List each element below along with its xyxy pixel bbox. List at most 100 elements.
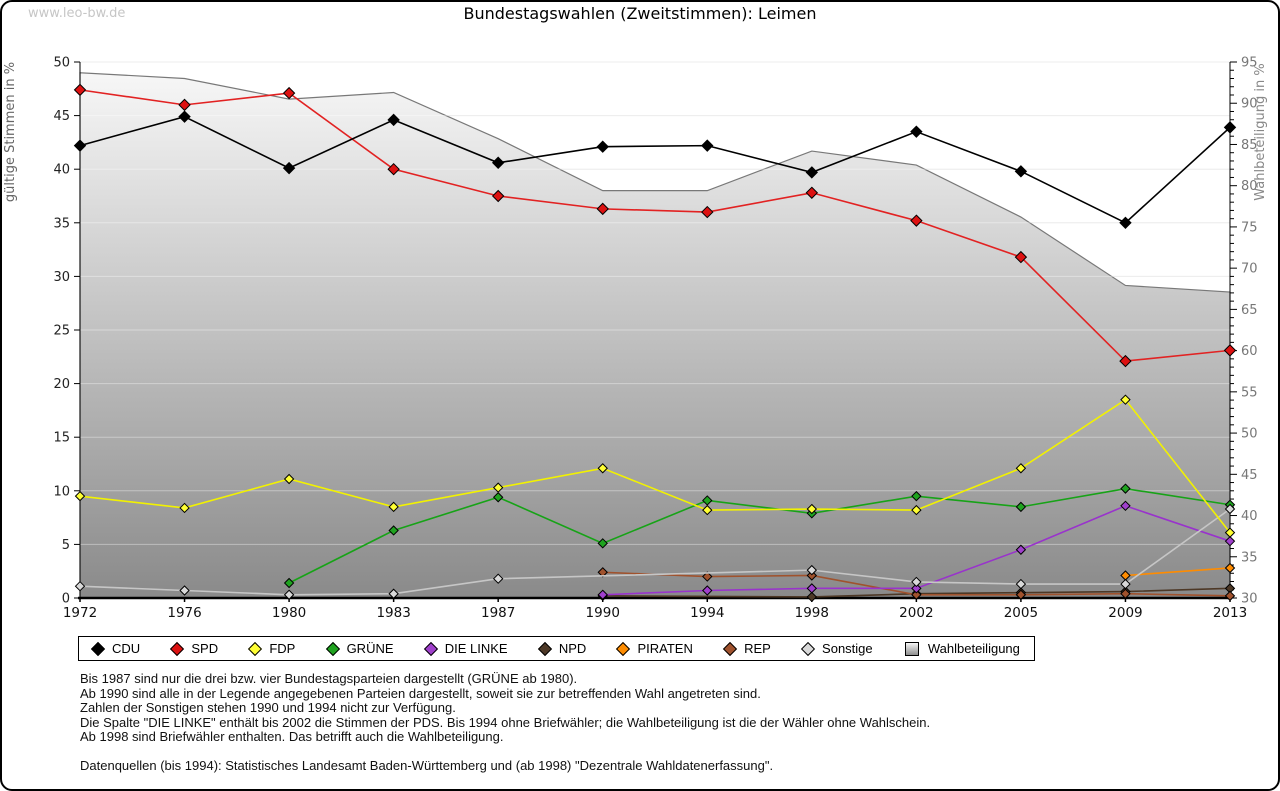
data-point-marker [911, 589, 922, 600]
data-point-marker [492, 492, 504, 503]
data-point-marker [1224, 503, 1236, 515]
legend-item-npd: NPD [537, 641, 586, 656]
svg-text:70: 70 [1241, 262, 1258, 277]
svg-text:1998: 1998 [795, 605, 829, 621]
footnote-line: Zahlen der Sonstigen stehen 1990 und 199… [80, 700, 456, 715]
svg-text:80: 80 [1241, 179, 1258, 194]
data-point-marker [1119, 354, 1132, 368]
data-point-marker [282, 86, 296, 100]
series-swatch [325, 641, 340, 656]
leo-bw-watermark: www.leo-bw.de [28, 6, 126, 21]
series-line-piraten [1120, 562, 1236, 581]
data-point-marker [1120, 588, 1131, 599]
footnote-line: Die Spalte "DIE LINKE" enthält bis 2002 … [80, 714, 931, 730]
footnotes: Bis 1987 sind nur die drei bzw. vier Bun… [80, 671, 931, 774]
axis-labels: 0 5 10 15 20 25 30 35 40 45 50 30 35 40 45 50 55 60 65 70 75… [3, 56, 1268, 622]
data-point-marker [387, 162, 400, 176]
chart-title: Bundestagswahlen (Zweitstimmen): Leimen [463, 4, 817, 23]
data-point-marker [178, 98, 191, 112]
data-point-marker [74, 581, 86, 592]
legend-label: DIE LINKE [444, 641, 508, 656]
legend-item-piraten: PIRATEN [616, 641, 693, 656]
data-point-marker [179, 502, 190, 514]
series-line-fdp [74, 394, 1236, 538]
svg-text:2009: 2009 [1108, 605, 1142, 621]
series-swatch [170, 641, 185, 656]
data-point-marker [1120, 578, 1131, 590]
legend-item-sonstige: Sonstige [800, 641, 873, 656]
data-point-marker [73, 83, 87, 97]
data-point-marker [492, 482, 504, 493]
data-point-marker [806, 503, 818, 515]
data-point-marker [1014, 250, 1028, 264]
svg-text:2005: 2005 [1004, 605, 1038, 621]
legend-item-spd: SPD [170, 641, 218, 656]
data-point-marker [911, 576, 922, 588]
election-line-chart: 0 5 10 15 20 25 30 35 40 45 50 30 35 40 45 50 55 60 65 70 75… [3, 56, 1268, 622]
svg-text:85: 85 [1241, 138, 1258, 153]
data-point-marker [702, 585, 713, 596]
data-point-marker [806, 591, 818, 603]
data-point-marker [1224, 535, 1236, 547]
svg-text:15: 15 [53, 431, 70, 446]
svg-text:2013: 2013 [1213, 605, 1247, 621]
data-point-marker [491, 156, 505, 169]
series-swatch [723, 641, 738, 656]
svg-text:40: 40 [1241, 509, 1258, 524]
series-line-cdu [73, 110, 1237, 230]
turnout-swatch [904, 641, 919, 656]
series-swatch [248, 641, 263, 656]
data-point-marker [701, 205, 714, 219]
svg-text:2002: 2002 [899, 605, 933, 621]
data-point-marker [1120, 483, 1131, 494]
legend-item-rep: REP [723, 641, 771, 656]
data-point-marker [806, 583, 818, 594]
data-point-marker [911, 490, 922, 502]
data-point-marker [597, 567, 608, 578]
data-point-marker [596, 202, 609, 216]
data-point-marker [1120, 394, 1131, 405]
data-point-marker [1120, 500, 1131, 512]
data-point-marker [74, 490, 86, 502]
svg-text:10: 10 [53, 484, 70, 499]
footnote-line: Ab 1998 sind Briefwähler enthalten. Das … [80, 729, 504, 744]
svg-text:45: 45 [53, 109, 70, 124]
svg-text:35: 35 [53, 216, 70, 231]
data-point-marker [806, 564, 818, 576]
svg-text:20: 20 [53, 377, 70, 392]
data-point-marker [1119, 216, 1132, 230]
data-point-marker [1223, 344, 1237, 357]
data-point-marker [805, 186, 819, 199]
svg-text:30: 30 [1241, 592, 1258, 607]
data-point-marker [806, 570, 818, 581]
legend-label: REP [744, 641, 771, 656]
series-line-spd [73, 83, 1237, 368]
svg-text:1980: 1980 [272, 605, 306, 621]
svg-text:25: 25 [53, 324, 70, 339]
data-point-marker [597, 538, 608, 549]
legend-label: GRÜNE [346, 641, 394, 656]
svg-text:75: 75 [1241, 220, 1258, 235]
data-point-marker [283, 589, 295, 600]
left-axis-label: gültige Stimmen in % [3, 62, 18, 202]
svg-text:0: 0 [62, 592, 70, 607]
series-line-sonstige [74, 503, 1236, 600]
gridlines-overlay [80, 61, 1230, 545]
data-point-marker [388, 501, 399, 513]
svg-text:65: 65 [1241, 303, 1258, 318]
data-point-marker [911, 504, 922, 516]
data-point-marker [491, 189, 505, 203]
footnote-line: Bis 1987 sind nur die drei bzw. vier Bun… [80, 671, 578, 686]
svg-text:50: 50 [1241, 427, 1258, 442]
series-swatch [800, 641, 816, 656]
data-source-line: Datenquellen (bis 1994): Statistisches L… [80, 758, 774, 773]
data-point-marker [910, 125, 923, 138]
series-swatch [616, 641, 631, 656]
series-area-wahlbeteiligung [79, 72, 1231, 599]
series-swatch [423, 641, 438, 656]
svg-text:60: 60 [1241, 344, 1258, 359]
svg-text:40: 40 [53, 163, 70, 178]
svg-text:95: 95 [1241, 56, 1258, 71]
data-point-marker [388, 588, 399, 599]
data-point-marker [179, 585, 190, 596]
